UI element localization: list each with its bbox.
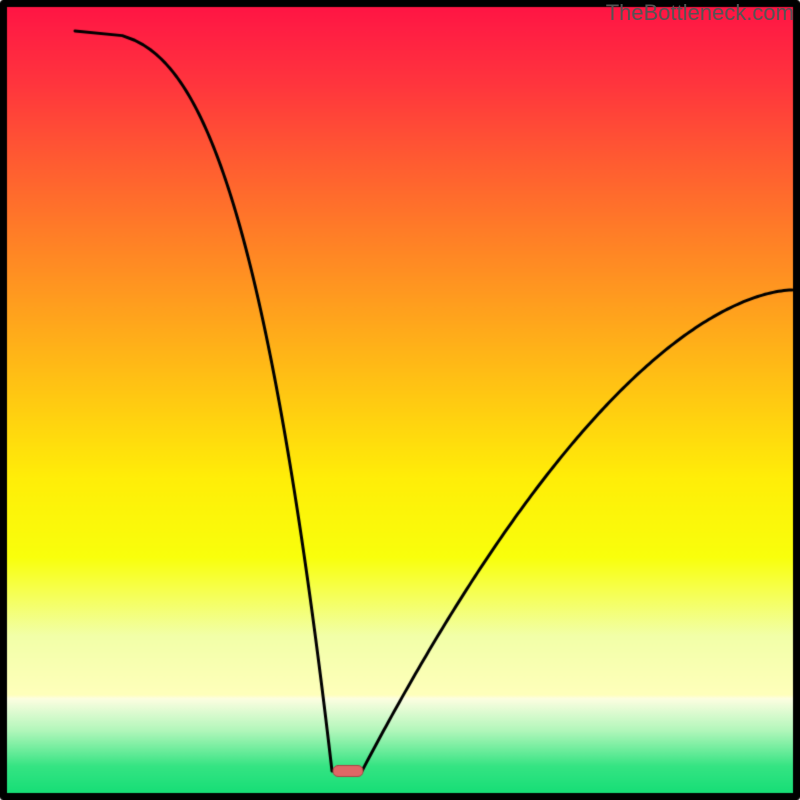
- bottleneck-chart: [0, 0, 800, 800]
